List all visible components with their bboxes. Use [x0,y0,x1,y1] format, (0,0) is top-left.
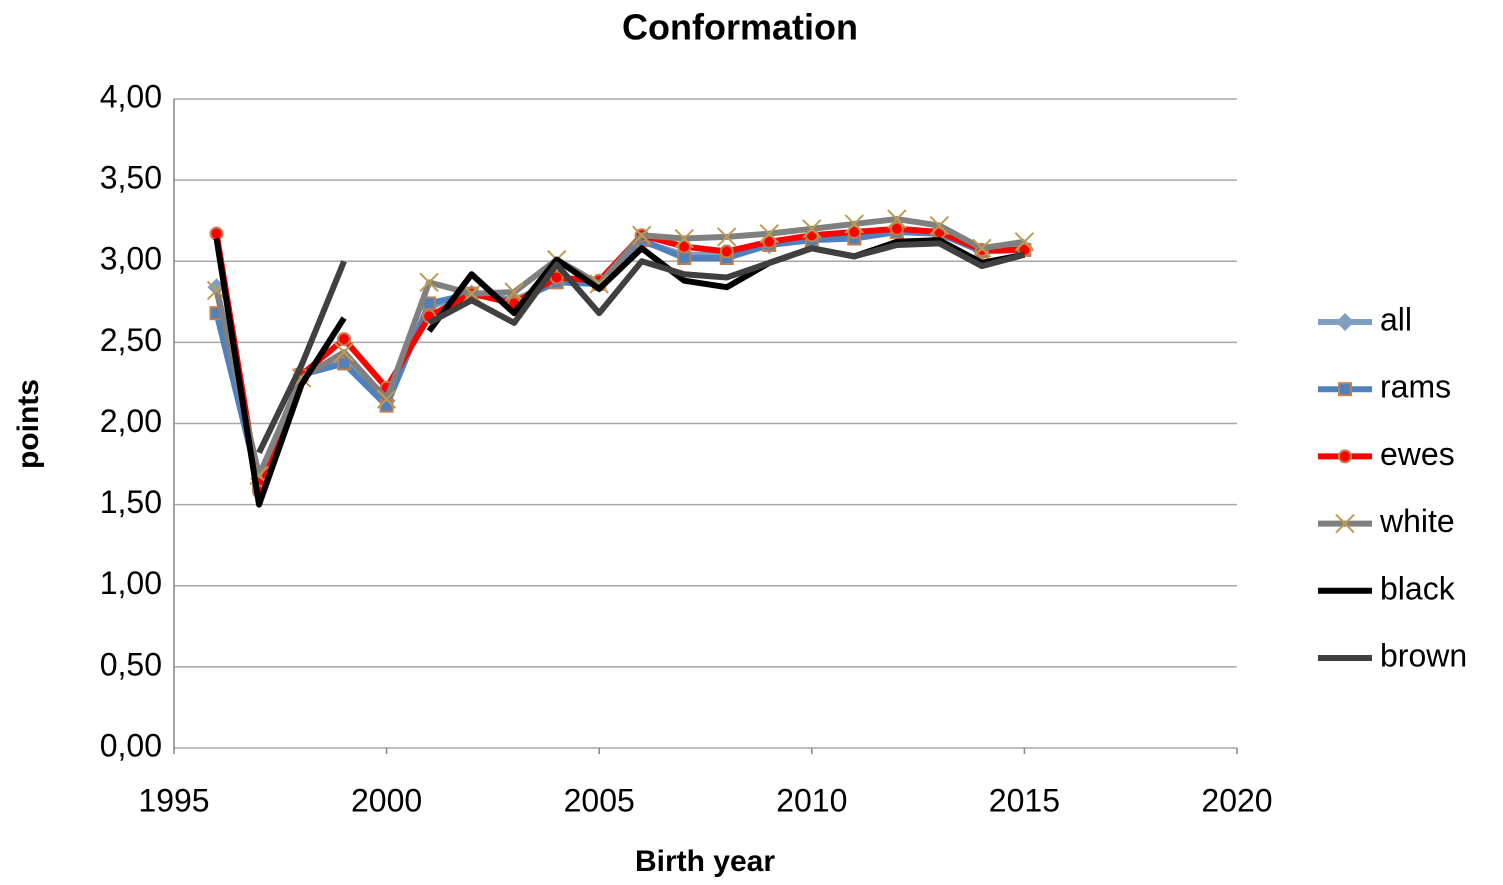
marker [1014,232,1035,252]
legend-marker [1338,382,1352,397]
legend-marker [1335,513,1355,534]
marker [504,282,524,302]
series-line [213,237,1025,508]
marker [887,209,907,229]
y-tick-label: 0,50 [100,646,162,682]
legend-label: rams [1380,369,1451,405]
chart-title: Conformation [622,7,858,48]
marker [929,215,950,236]
marker [376,389,397,409]
y-tick-label: 2,50 [100,322,162,358]
marker [334,342,354,362]
marker [209,226,224,241]
y-tick-label: 3,00 [100,241,162,277]
y-axis-label: points [12,379,45,469]
marker [719,244,734,259]
y-tick-label: 2,00 [100,403,162,439]
x-tick-label: 1995 [138,782,209,818]
marker [717,227,737,247]
y-tick-label: 1,50 [100,484,162,520]
legend-label: black [1380,570,1456,606]
marker [972,238,992,258]
y-tick-label: 0,00 [100,727,162,763]
x-tick-label: 2010 [776,782,847,818]
x-tick-label: 2020 [1201,782,1272,818]
marker [337,356,352,371]
series-line [256,240,1026,455]
marker [802,219,822,239]
y-tick-label: 3,50 [100,160,162,196]
marker [844,214,865,234]
y-tick-label: 1,00 [100,565,162,601]
legend-label: ewes [1380,436,1455,472]
marker [419,272,439,293]
legend-marker [1338,449,1352,464]
marker [889,221,904,236]
x-tick-label: 2015 [989,782,1060,818]
marker [461,283,482,304]
legend-label: brown [1380,637,1467,673]
x-axis-label: Birth year [635,845,775,878]
marker [589,274,609,294]
legend-label: white [1379,503,1455,539]
marker [632,225,652,245]
marker [674,228,694,249]
marker [759,223,779,244]
legend-label: all [1380,301,1412,337]
x-tick-label: 2005 [564,782,635,818]
legend-marker [1336,313,1354,331]
y-tick-label: 4,00 [100,78,162,114]
marker [677,251,692,266]
x-tick-label: 2000 [351,782,422,818]
marker [337,332,352,347]
